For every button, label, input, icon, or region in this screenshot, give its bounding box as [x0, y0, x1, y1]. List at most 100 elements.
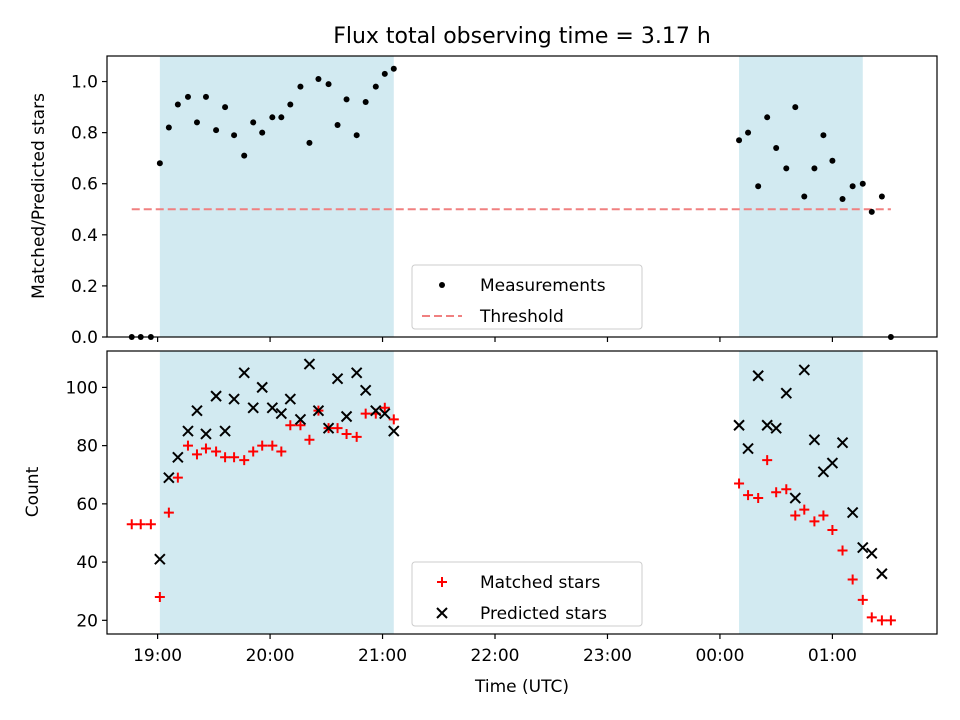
top-panel: 0.0 0.2 0.4 0.6 0.8 1.0 Measurements Threshold: [71, 55, 938, 348]
matched-point: [360, 408, 371, 419]
measurement-point: [241, 152, 248, 159]
matched-point: [332, 423, 343, 434]
measurement-point: [193, 119, 200, 126]
x-axis-label: Time (UTC): [474, 677, 569, 697]
matched-point: [295, 420, 306, 431]
matched-point: [885, 615, 896, 626]
measurement-point: [222, 104, 229, 111]
predicted-point: [742, 442, 754, 455]
measurement-point: [174, 101, 181, 108]
matched-point: [200, 443, 211, 454]
matched-point: [818, 510, 829, 521]
chart-title: Flux total observing time = 3.17 h: [333, 24, 711, 49]
measurement-point: [811, 165, 818, 172]
predicted-point: [312, 404, 325, 417]
bottom-panel: 20 40 60 80 100 19:00 20:00 21:00 22:00 23:00 00:0…: [66, 350, 938, 666]
measurement-point: [801, 193, 808, 200]
legend-predicted-swatch: [436, 607, 448, 619]
measurement-point: [372, 83, 379, 90]
predicted-point: [228, 393, 240, 405]
bottom-y-tick-label: 40: [76, 553, 98, 573]
matched-point: [126, 519, 137, 530]
matched-point: [762, 455, 773, 466]
matched-point: [799, 504, 810, 515]
matched-point: [211, 446, 222, 457]
measurement-point: [287, 101, 294, 108]
bottom-y-tick-label: 20: [76, 611, 98, 631]
matched-point: [276, 446, 287, 457]
matched-point: [135, 519, 146, 530]
matched-point: [191, 449, 202, 460]
predicted-point: [331, 372, 344, 385]
measurement-point: [202, 93, 209, 100]
x-tick-label: 19:00: [133, 646, 182, 666]
predicted-point: [359, 384, 372, 397]
measurement-point: [792, 104, 799, 111]
measurement-point: [184, 93, 191, 100]
predicted-point: [182, 425, 194, 437]
matched-point: [163, 507, 174, 518]
measurement-point: [353, 132, 360, 139]
predicted-point: [266, 402, 279, 414]
predicted-point: [238, 367, 250, 379]
measurement-point: [764, 114, 771, 121]
predicted-point: [322, 422, 335, 434]
legend-matched-swatch: [437, 577, 447, 587]
predicted-point: [256, 381, 268, 394]
matched-point: [172, 472, 183, 483]
predicted-point: [172, 451, 184, 463]
predicted-point: [200, 428, 212, 440]
predicted-point: [350, 367, 363, 379]
predicted-point: [210, 390, 222, 402]
matched-point: [285, 420, 296, 431]
top-shaded-interval-1: [739, 56, 863, 337]
predicted-point: [154, 553, 166, 565]
measurement-point: [859, 180, 866, 187]
predicted-point: [370, 404, 382, 417]
measurement-point: [315, 75, 322, 82]
bottom-y-tick-label: 60: [76, 495, 98, 515]
matched-point: [743, 490, 754, 501]
predicted-point: [866, 547, 878, 560]
matched-point: [341, 428, 352, 439]
measurement-point: [755, 183, 762, 190]
measurement-point: [231, 132, 238, 139]
measurement-point: [390, 65, 397, 72]
predicted-point: [789, 492, 802, 504]
matched-point: [182, 440, 193, 451]
x-tick-label: 21:00: [358, 646, 407, 666]
top-series-0: [128, 65, 894, 340]
predicted-point: [163, 471, 175, 484]
bottom-series-1: [154, 358, 888, 580]
measurement-point: [381, 70, 388, 77]
matched-point: [771, 487, 782, 498]
bottom-shaded-interval-1: [739, 351, 863, 634]
legend-label: Measurements: [480, 276, 606, 296]
measurement-point: [259, 129, 266, 136]
matched-point: [248, 446, 259, 457]
measurement-point: [745, 129, 752, 136]
predicted-point: [780, 387, 793, 399]
top-y-tick-label: 0.0: [71, 328, 98, 348]
bottom-y-tick-label: 80: [76, 437, 98, 457]
matched-point: [790, 510, 801, 521]
measurement-point: [878, 193, 885, 200]
measurement-point: [839, 196, 846, 203]
top-y-tick-label: 0.2: [71, 277, 98, 297]
matched-point: [257, 440, 268, 451]
matched-point: [866, 612, 877, 623]
top-y-tick-label: 0.4: [71, 226, 98, 246]
top-shaded-interval-0: [159, 56, 394, 337]
matched-point: [734, 478, 745, 489]
predicted-point: [219, 425, 231, 437]
predicted-point: [340, 410, 353, 423]
predicted-point: [846, 506, 859, 519]
measurement-point: [343, 96, 350, 103]
top-legend: Measurements Threshold: [411, 264, 643, 330]
bottom-axes-frame: [106, 350, 938, 635]
predicted-point: [876, 568, 888, 580]
legend-measurement-swatch: [439, 282, 445, 288]
x-tick-label: 23:00: [583, 646, 632, 666]
predicted-point: [808, 434, 821, 446]
